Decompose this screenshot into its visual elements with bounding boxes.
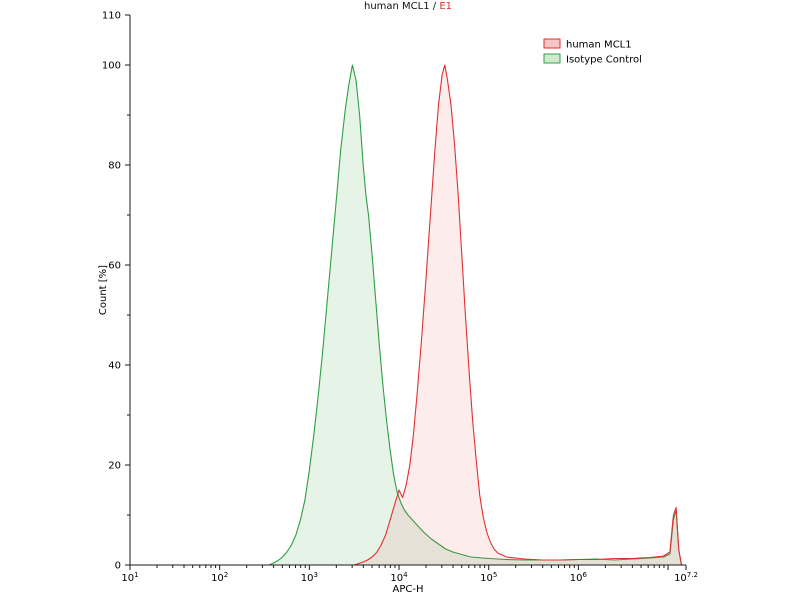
x-tick-label: 105 bbox=[480, 571, 497, 584]
x-tick-label: 104 bbox=[390, 571, 408, 584]
x-tick-label: 103 bbox=[301, 571, 318, 584]
chart-title-sample: E1 bbox=[439, 1, 453, 12]
x-tick-label: 107.2 bbox=[674, 571, 698, 584]
y-tick-label: 110 bbox=[102, 11, 121, 22]
legend-swatch-human-mcl1 bbox=[543, 38, 561, 49]
legend: human MCL1 Isotype Control bbox=[543, 38, 642, 66]
x-tick-labels: 101 102 103 104 105 106 107.2 bbox=[121, 571, 698, 584]
y-tick-label: 0 bbox=[115, 561, 121, 572]
x-tick-label: 106 bbox=[570, 571, 588, 584]
y-tick-label: 80 bbox=[108, 161, 121, 172]
y-tick-label: 60 bbox=[108, 261, 121, 272]
y-axis-label: Count [%] bbox=[98, 265, 109, 315]
chart-title-main: human MCL1 / bbox=[363, 1, 440, 12]
axes bbox=[125, 14, 687, 570]
y-tick-label: 40 bbox=[108, 361, 121, 372]
y-tick-label: 100 bbox=[102, 61, 121, 72]
y-tick-labels: 0 20 40 60 80 100 110 bbox=[102, 11, 121, 572]
legend-label-isotype-control: Isotype Control bbox=[566, 55, 642, 66]
y-tick-label: 20 bbox=[108, 461, 121, 472]
x-axis-label: APC-H bbox=[393, 584, 424, 595]
legend-swatch-isotype-control bbox=[543, 53, 561, 64]
x-tick-label: 101 bbox=[121, 571, 138, 584]
legend-label-human-mcl1: human MCL1 bbox=[566, 40, 632, 51]
chart-title: human MCL1 / E1 bbox=[130, 1, 686, 12]
series-group bbox=[268, 64, 683, 566]
x-tick-label: 102 bbox=[211, 571, 228, 584]
series-human-mcl1 bbox=[353, 64, 683, 566]
